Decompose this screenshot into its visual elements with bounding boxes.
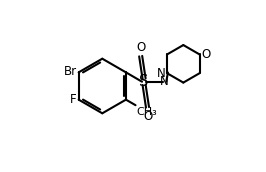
Text: F: F <box>70 94 77 106</box>
Text: N: N <box>157 67 166 80</box>
Text: S: S <box>139 74 149 89</box>
Text: N: N <box>160 75 169 88</box>
Text: O: O <box>201 48 210 61</box>
Text: Br: Br <box>64 65 77 78</box>
Text: CH₃: CH₃ <box>136 107 157 117</box>
Text: O: O <box>136 41 145 54</box>
Text: O: O <box>143 110 152 123</box>
